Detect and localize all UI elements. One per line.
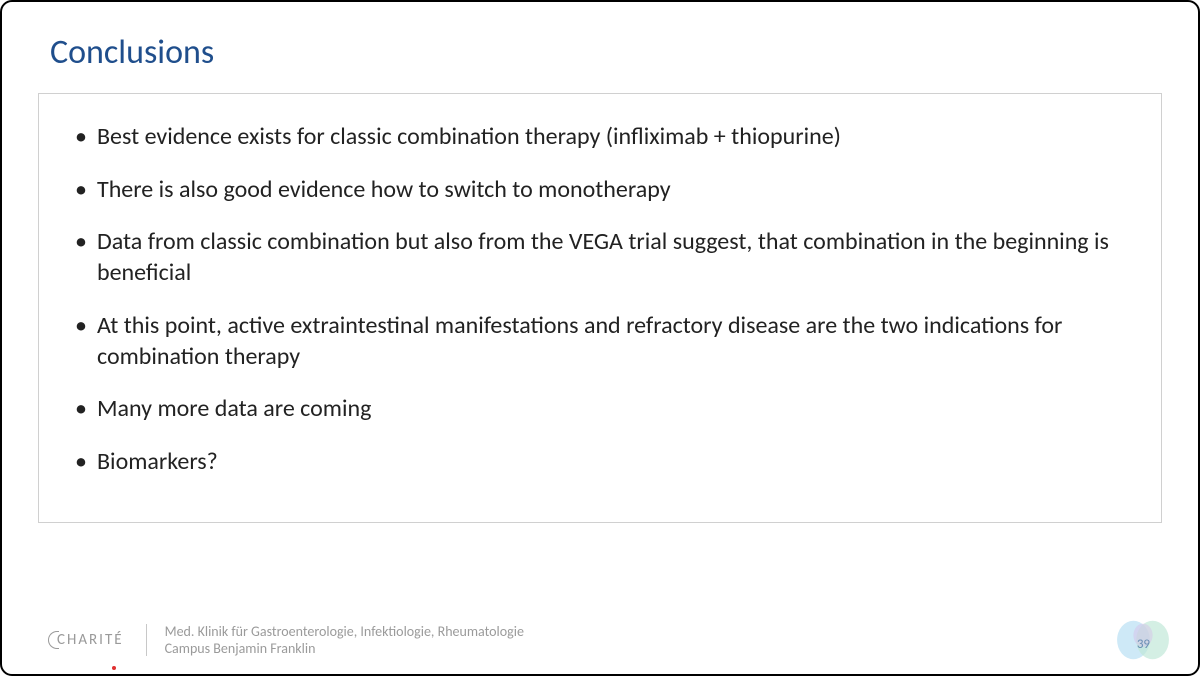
footer-divider — [146, 624, 147, 656]
footer: CHARITÉ Med. Klinik für Gastroenterologi… — [42, 620, 1158, 660]
footer-line2: Campus Benjamin Franklin — [165, 640, 524, 658]
bullet-item: Many more data are coming — [67, 394, 1133, 425]
bullet-list: Best evidence exists for classic combina… — [67, 122, 1133, 478]
bullet-item: At this point, active extraintestinal ma… — [67, 311, 1133, 372]
charite-logo: CHARITÉ — [42, 631, 124, 649]
cursor-dot-icon — [112, 666, 116, 670]
bullet-item: Best evidence exists for classic combina… — [67, 122, 1133, 153]
bullet-item: Data from classic combination but also f… — [67, 227, 1133, 288]
slide-frame: Conclusions Best evidence exists for cla… — [0, 0, 1200, 676]
logo-text: CHARITÉ — [57, 631, 124, 649]
footer-line1: Med. Klinik für Gastroenterologie, Infek… — [165, 623, 524, 641]
bullet-item: Biomarkers? — [67, 447, 1133, 478]
bullet-item: There is also good evidence how to switc… — [67, 175, 1133, 206]
footer-affiliation: Med. Klinik für Gastroenterologie, Infek… — [165, 623, 524, 658]
page-number: 39 — [1137, 637, 1150, 652]
content-box: Best evidence exists for classic combina… — [38, 93, 1162, 523]
slide-title: Conclusions — [2, 2, 1198, 73]
